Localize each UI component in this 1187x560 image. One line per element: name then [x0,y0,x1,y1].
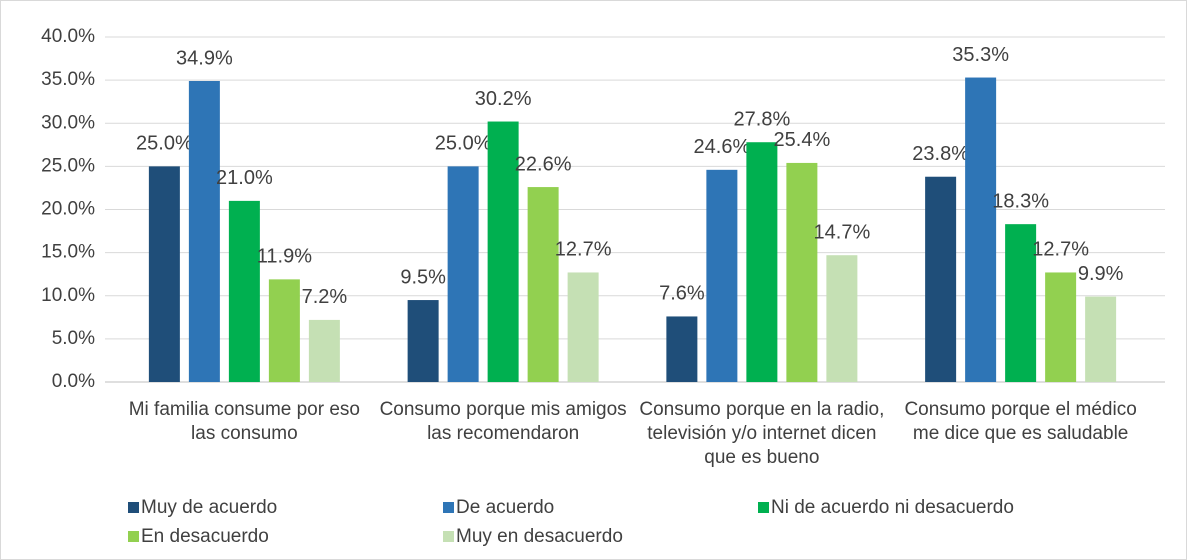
value-label: 18.3% [992,190,1049,212]
bar [746,142,778,382]
x-tick-label: Mi familia consume por eso las consumo [128,399,360,444]
legend-label: Ni de acuerdo ni desacuerdo [771,497,1014,518]
legend-swatch [758,502,769,513]
bar [188,80,220,383]
value-label: 7.2% [302,286,348,308]
legend-swatch [128,531,139,542]
bar [965,77,997,382]
bar [567,272,599,382]
value-label: 24.6% [694,136,751,158]
bar [487,121,519,383]
x-tick-label: Consumo porque el médico me dice que es … [904,399,1137,444]
value-label: 27.8% [734,109,791,131]
legend-swatch [443,502,454,513]
value-label: 12.7% [555,239,612,261]
y-tick-label: 25.0% [41,155,95,176]
bar [925,176,957,382]
bar [527,187,559,382]
x-tick-label: Consumo porque en la radio, televisión y… [639,399,885,468]
bar [268,279,300,382]
bar [148,166,180,382]
bar [1005,224,1037,382]
value-label: 14.7% [814,221,871,243]
bar [826,255,858,382]
value-label: 35.3% [952,44,1009,66]
value-label: 21.0% [216,167,273,189]
legend-label: Muy de acuerdo [141,497,277,518]
bar [1045,272,1077,382]
x-tick-label: Consumo porque mis amigos las recomendar… [379,399,627,444]
legend-label: Muy en desacuerdo [456,526,623,547]
bar [666,316,698,382]
bar [407,300,439,382]
y-tick-label: 20.0% [41,199,95,220]
y-tick-label: 5.0% [52,328,95,349]
value-label: 11.9% [257,246,312,268]
legend-label: En desacuerdo [141,526,269,547]
value-label: 25.0% [435,133,492,155]
legend-swatch [128,502,139,513]
value-label: 7.6% [659,283,705,305]
value-label: 12.7% [1032,239,1089,261]
y-tick-label: 15.0% [41,242,95,263]
bar [706,169,738,382]
value-label: 25.0% [136,133,193,155]
bar [228,200,260,382]
y-tick-label: 40.0% [41,26,95,47]
y-tick-label: 35.0% [41,69,95,90]
value-label: 30.2% [475,88,532,110]
bar [786,162,818,382]
bar [447,166,479,382]
value-label: 34.9% [176,47,233,69]
value-label: 9.5% [400,266,446,288]
bar [308,319,340,382]
legend-swatch [443,531,454,542]
value-label: 9.9% [1078,263,1124,285]
legend-label: De acuerdo [456,497,554,518]
y-tick-label: 10.0% [41,285,95,306]
y-tick-label: 30.0% [41,112,95,133]
bar [1085,296,1117,382]
y-tick-label: 0.0% [52,371,95,392]
value-label: 22.6% [515,153,572,175]
value-label: 23.8% [912,143,969,165]
value-label: 25.4% [774,129,831,151]
